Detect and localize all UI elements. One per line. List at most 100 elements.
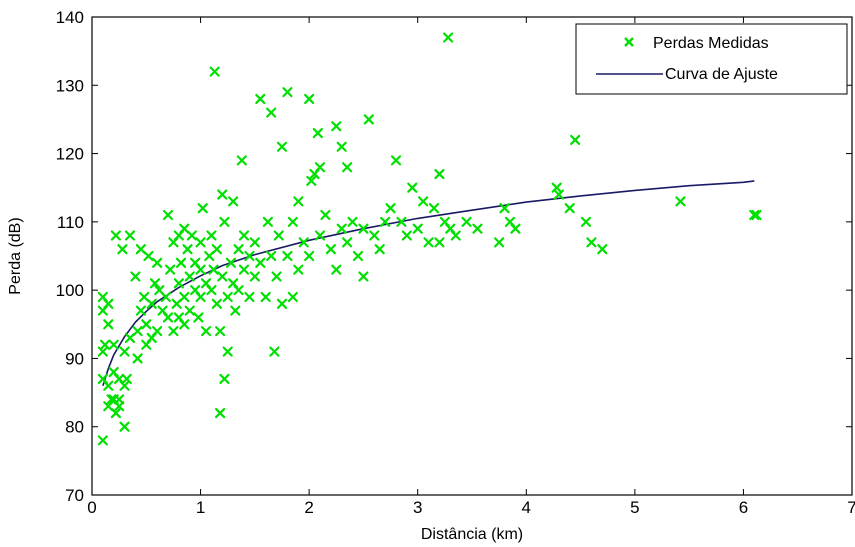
y-tick-label: 120 [56,145,84,164]
scatter-point [179,319,190,330]
scatter-point [195,237,206,248]
scatter-point [197,203,208,214]
scatter-point [119,346,130,357]
scatter-point [121,373,132,385]
scatter-point [103,319,114,330]
scatter-point [255,93,266,105]
scatter-point [401,230,412,241]
scatter-point [182,244,193,255]
scatter-point [217,189,228,200]
scatter-point [369,230,380,241]
scatter-point [306,175,317,186]
scatter-point [276,141,288,152]
scatter-point [358,271,369,282]
scatter-point [331,264,342,275]
scatter-point [215,326,226,337]
scatter-point [244,291,255,303]
scatter-point [336,141,347,152]
scatter-point [99,339,111,350]
scatter-point [407,182,418,193]
scatter-point [380,216,391,227]
scatter-point [162,209,174,221]
scatter-point [195,291,206,303]
scatter-point [222,346,233,357]
scatter-point [211,244,222,255]
scatter-point [217,271,228,282]
y-tick-label: 130 [56,76,84,95]
scatter-point [312,127,323,139]
scatter-point [222,291,233,303]
scatter-point [293,264,304,275]
scatter-point [152,326,163,337]
scatter-point [209,66,220,77]
scatter-point [428,203,440,214]
scatter-point [269,346,280,357]
scatter-point [206,230,217,241]
scatter-point [472,223,483,234]
scatter-point [193,312,204,323]
scatter-point [162,312,174,323]
scatter-point [749,209,760,221]
scatter-point [273,230,284,241]
scatter-point [298,237,309,248]
scatter-point [225,257,237,268]
scatter-point [238,230,250,241]
scatter-point [186,230,197,241]
scatter-point [146,298,157,309]
scatter-point [124,230,136,241]
scatter-point [352,250,364,262]
plot-frame [91,16,853,496]
y-tick-label: 100 [56,281,84,300]
scatter-point [141,319,152,330]
x-tick-label: 7 [847,498,855,517]
x-tick-label: 4 [522,498,531,517]
scatter-point [119,421,130,432]
scatter-point [228,196,239,207]
scatter-point [570,134,581,146]
y-tick-label: 90 [65,349,84,368]
x-tick-label: 2 [304,498,313,517]
scatter-point [450,230,461,241]
scatter-point [173,278,184,289]
legend-marker-measured [624,37,634,47]
legend-box [575,23,848,95]
scatter-point [184,271,195,282]
scatter-point [396,216,407,227]
scatter-point [287,216,298,227]
scatter-point [249,237,260,248]
scatter-point [266,107,277,118]
scatter-point [168,326,179,337]
scatter-point [586,237,597,248]
scatter-point [374,244,385,255]
scatter-point [230,305,241,316]
y-tick-label: 110 [57,213,84,232]
scatter-point [276,298,288,309]
scatter-point [293,196,304,207]
scatter-point [208,264,219,275]
scatter-point [132,326,143,337]
fit-curve-line [102,180,755,386]
scatter-point [219,373,230,385]
scatter-point [320,209,331,221]
scatter-point [233,285,244,296]
x-tick-label: 3 [413,498,422,517]
scatter-point [751,209,762,221]
scatter-point [262,216,273,227]
scatter-point [325,244,336,255]
scatter-point [238,264,250,275]
y-tick-label: 80 [65,418,84,437]
scatter-point [130,271,141,282]
scatter-point [282,250,293,262]
legend-label-measured: Perdas Medidas [653,35,769,52]
scatter-point [304,250,315,262]
scatter-point [175,257,187,268]
scatter-point [160,291,171,303]
scatter-point [597,244,608,255]
scatter-point [211,298,222,309]
scatter-point [200,326,212,337]
scatter-point [97,435,108,446]
scatter-point [184,305,195,316]
scatter-point [143,250,154,262]
scatter-point [114,401,125,412]
